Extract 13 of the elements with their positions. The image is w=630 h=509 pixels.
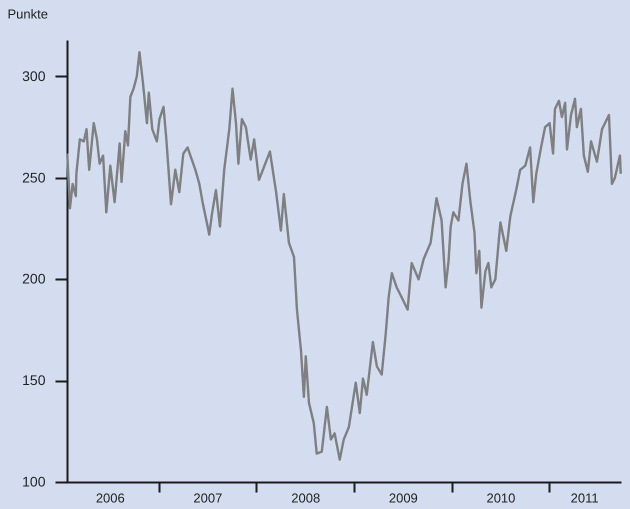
line-series (66, 50, 622, 461)
x-tick-label: 2008 (291, 490, 320, 506)
y-axis-title: Punkte (8, 6, 48, 22)
x-tick-label: 2007 (193, 490, 222, 506)
y-tick-label: 250 (22, 169, 46, 186)
y-tick-label: 300 (22, 68, 46, 84)
y-tick-label: 150 (22, 372, 46, 388)
x-tick-label: 2011 (570, 490, 599, 506)
x-tick-label: 2010 (486, 490, 516, 506)
y-tick-label: 200 (22, 270, 46, 287)
x-tick-label: 2009 (388, 490, 418, 506)
y-tick-label: 100 (22, 474, 46, 490)
x-tick-label: 2006 (96, 490, 125, 506)
